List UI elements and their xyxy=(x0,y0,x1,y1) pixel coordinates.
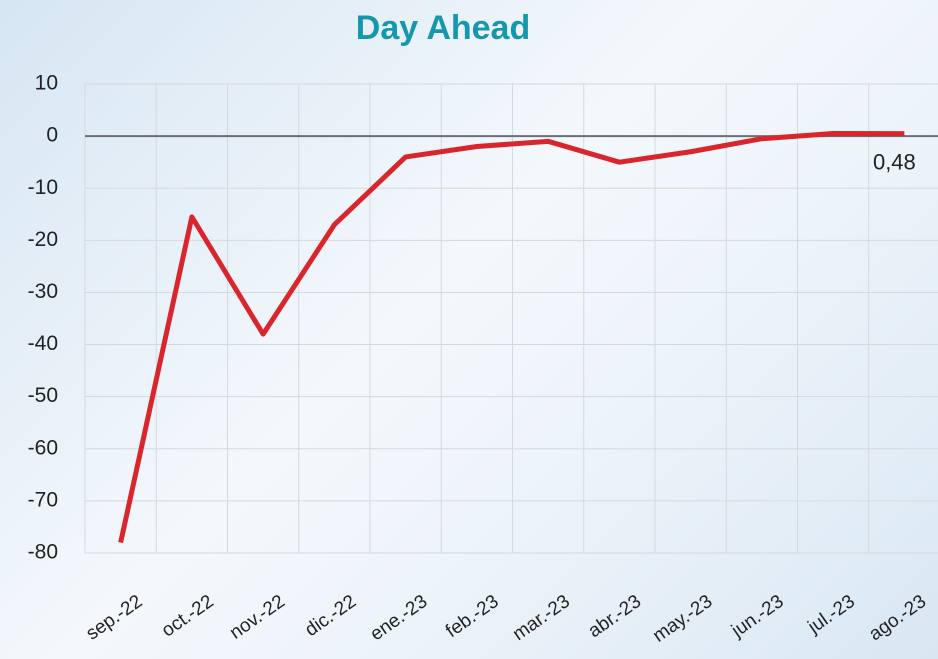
x-tick-label: jul.-23 xyxy=(804,591,859,638)
x-tick-label: dic.-22 xyxy=(301,591,360,641)
y-tick-label: -20 xyxy=(28,228,58,251)
y-tick-label: 10 xyxy=(35,72,58,95)
x-tick-label: oct.-22 xyxy=(158,591,218,642)
y-tick-label: -30 xyxy=(28,280,58,303)
y-tick-label: -60 xyxy=(28,436,58,459)
x-tick-label: sep.-22 xyxy=(82,591,146,645)
y-tick-label: 0 xyxy=(46,124,58,147)
x-tick-label: mar.-23 xyxy=(509,591,574,645)
y-tick-label: -50 xyxy=(28,384,58,407)
x-tick-label: abr.-23 xyxy=(585,591,646,642)
y-tick-label: -40 xyxy=(28,332,58,355)
x-tick-label: nov.-22 xyxy=(226,591,289,644)
x-tick-label: feb.-23 xyxy=(442,591,503,642)
y-tick-label: -70 xyxy=(28,488,58,511)
chart-title: Day Ahead xyxy=(356,9,530,47)
x-tick-label: may.-23 xyxy=(649,591,716,647)
x-tick-label: ene.-23 xyxy=(367,591,432,645)
x-tick-label: ago.-23 xyxy=(865,591,930,645)
x-tick-label: jun.-23 xyxy=(727,591,787,642)
y-tick-label: -80 xyxy=(28,541,58,564)
y-tick-label: -10 xyxy=(28,176,58,199)
data-label: 0,48 xyxy=(873,149,916,174)
line xyxy=(118,131,905,544)
